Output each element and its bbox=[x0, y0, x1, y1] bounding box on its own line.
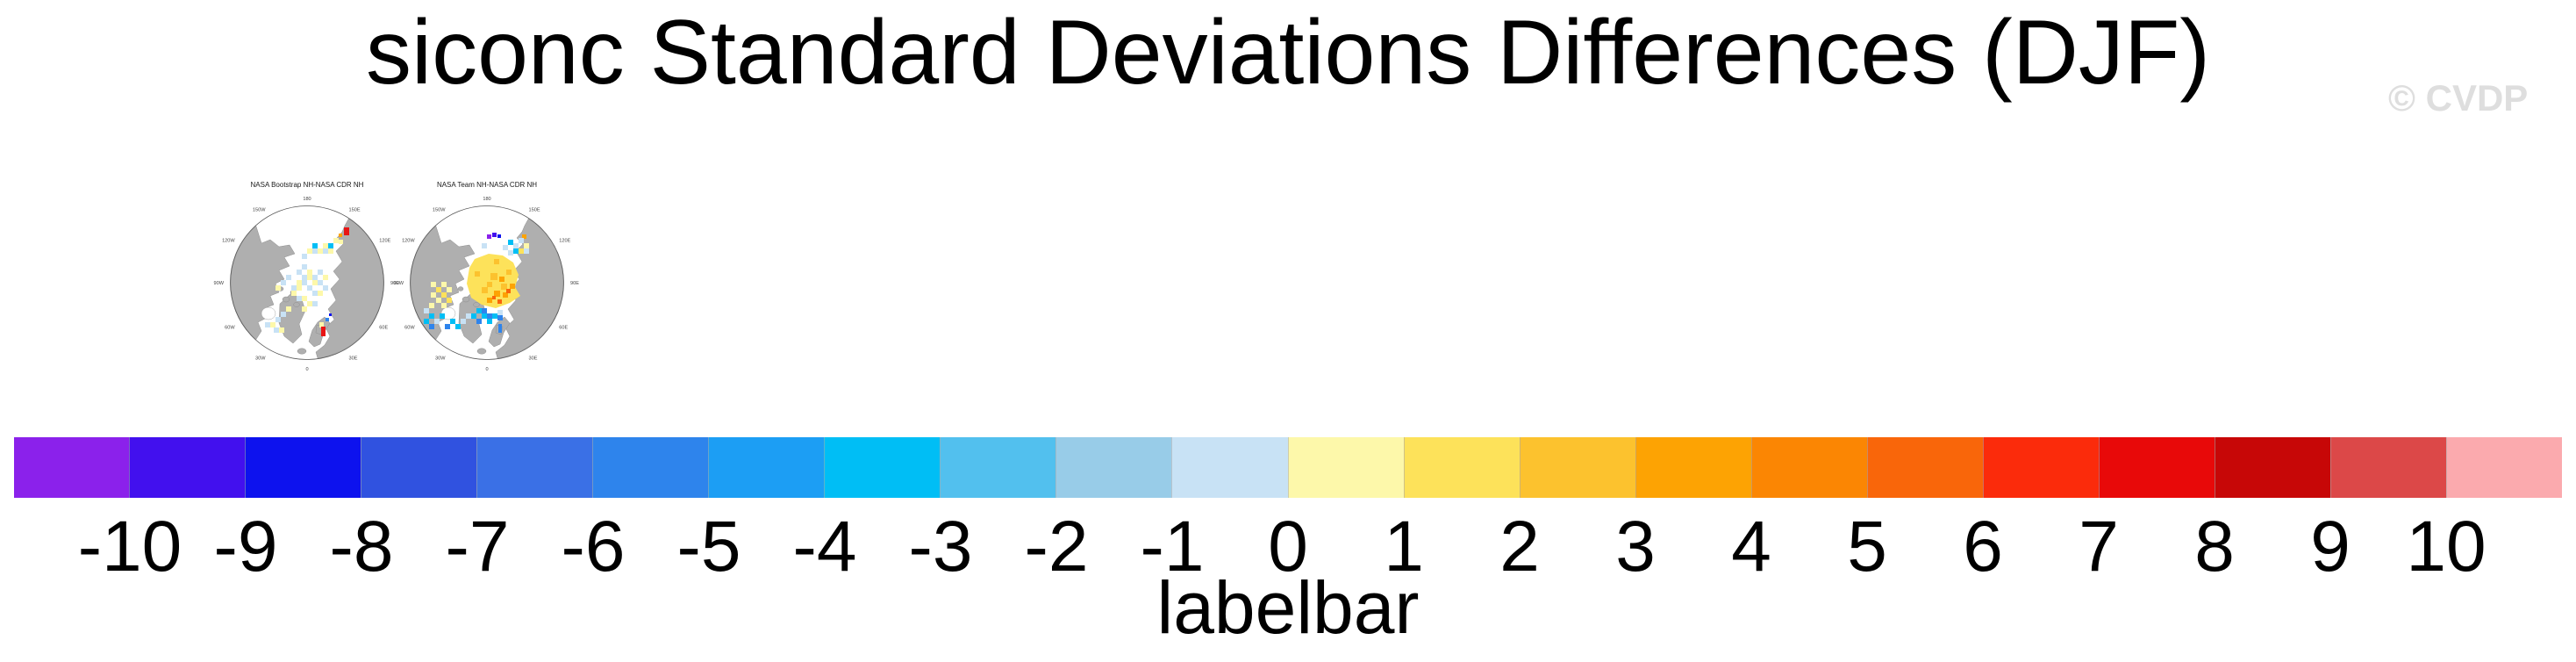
colorbar-tick-label: 0 bbox=[1268, 507, 1308, 586]
longitude-label: 0 bbox=[485, 367, 488, 372]
colorbar-cell bbox=[1982, 437, 2099, 498]
colorbar-cell bbox=[129, 437, 246, 498]
longitude-label: 0 bbox=[305, 367, 308, 372]
colorbar-cell bbox=[1750, 437, 1867, 498]
colorbar-tick-label: 7 bbox=[2079, 507, 2119, 586]
colorbar-tick-label: -6 bbox=[561, 507, 626, 586]
cvdp-watermark: © CVDP bbox=[2388, 77, 2529, 119]
colorbar-cell bbox=[476, 437, 593, 498]
colorbar-tick-label: 6 bbox=[1963, 507, 2003, 586]
difference-patches bbox=[424, 233, 529, 333]
longitude-label: 120E bbox=[379, 239, 390, 244]
colorbar-tick-label: 8 bbox=[2194, 507, 2235, 586]
longitude-label: 60E bbox=[559, 326, 568, 331]
colorbar-tick-label: 1 bbox=[1384, 507, 1424, 586]
longitude-label: 120W bbox=[402, 239, 415, 244]
colorbar-cell bbox=[1866, 437, 1983, 498]
polar-map-bootstrap: 180 150E 120E 90E 60E 30E 0 30W 60W 90W 120W 150W bbox=[213, 197, 399, 372]
colorbar-ticks: -10 -9 -8 -7 -6 -5 -4 -3 -2 -1 0 1 2 3 4 5 6 7 8 9 10 bbox=[14, 507, 2562, 586]
colorbar-cell bbox=[361, 437, 477, 498]
colorbar-cell bbox=[14, 437, 130, 498]
longitude-label: 60W bbox=[225, 326, 235, 331]
longitude-label: 30W bbox=[255, 356, 266, 361]
colorbar-cell bbox=[1055, 437, 1172, 498]
colorbar-tick-label: -9 bbox=[213, 507, 278, 586]
longitude-label: 120E bbox=[559, 239, 570, 244]
colorbar-cell bbox=[2445, 437, 2563, 498]
colorbar-tick-label: -10 bbox=[77, 507, 182, 586]
colorbar-tick-label: 4 bbox=[1731, 507, 1771, 586]
colorbar-cell bbox=[2098, 437, 2215, 498]
map-title-team: NASA Team NH-NASA CDR NH bbox=[436, 181, 538, 189]
polar-map-team: 180 150E 120E 90E 60E 30E 0 30W 60W 90W 120W 150W bbox=[393, 197, 579, 372]
longitude-labels: 180 150E 120E 90E 60E 30E 0 30W 60W 90W 120W 150W bbox=[393, 197, 579, 372]
longitude-labels: 180 150E 120E 90E 60E 30E 0 30W 60W 90W 120W 150W bbox=[213, 197, 399, 372]
difference-patches bbox=[265, 227, 349, 336]
longitude-label: 30W bbox=[435, 356, 446, 361]
longitude-label: 120W bbox=[222, 239, 235, 244]
colorbar-cell bbox=[940, 437, 1056, 498]
figure-title: siconc Standard Deviations Differences (… bbox=[365, 2, 2211, 104]
colorbar-tick-label: -4 bbox=[792, 507, 857, 586]
colorbar-tick-label: -5 bbox=[676, 507, 741, 586]
colorbar-tick-label: 10 bbox=[2406, 507, 2487, 586]
colorbar-tick-label: -7 bbox=[445, 507, 510, 586]
colorbar-cell bbox=[1171, 437, 1288, 498]
longitude-label: 30E bbox=[529, 356, 538, 361]
colorbar-cell bbox=[2329, 437, 2446, 498]
colorbar-tick-label: -2 bbox=[1024, 507, 1089, 586]
longitude-label: 60E bbox=[379, 326, 388, 331]
colorbar-cell bbox=[824, 437, 941, 498]
map-boundary-circle bbox=[410, 205, 564, 360]
longitude-label: 90W bbox=[213, 281, 224, 286]
colorbar bbox=[14, 437, 2563, 498]
colorbar-cell bbox=[1519, 437, 1635, 498]
map-title-bootstrap: NASA Bootstrap NH-NASA CDR NH bbox=[250, 181, 364, 189]
colorbar-cell bbox=[1403, 437, 1520, 498]
colorbar-cell bbox=[245, 437, 361, 498]
colorbar-tick-label: 5 bbox=[1847, 507, 1887, 586]
longitude-label: 90W bbox=[393, 281, 404, 286]
longitude-label: 180 bbox=[303, 197, 311, 202]
colorbar-cell bbox=[1635, 437, 1751, 498]
longitude-label: 150E bbox=[529, 208, 540, 213]
colorbar-tick-label: -8 bbox=[329, 507, 394, 586]
longitude-label: 90E bbox=[390, 281, 399, 286]
colorbar-tick-label: 2 bbox=[1499, 507, 1540, 586]
colorbar-tick-label: 3 bbox=[1615, 507, 1656, 586]
colorbar-tick-label: 9 bbox=[2310, 507, 2351, 586]
colorbar-cell bbox=[1287, 437, 1404, 498]
colorbar-tick-label: -3 bbox=[908, 507, 973, 586]
longitude-label: 180 bbox=[483, 197, 490, 202]
colorbar-cell bbox=[2214, 437, 2330, 498]
colorbar-cell bbox=[708, 437, 825, 498]
longitude-label: 150W bbox=[253, 208, 266, 213]
longitude-label: 30E bbox=[349, 356, 358, 361]
longitude-label: 60W bbox=[404, 326, 415, 331]
colorbar-label: labelbar bbox=[1156, 566, 1420, 649]
map-boundary-circle bbox=[230, 205, 384, 360]
longitude-label: 150W bbox=[433, 208, 446, 213]
longitude-label: 90E bbox=[570, 281, 579, 286]
longitude-label: 150E bbox=[349, 208, 361, 213]
colorbar-tick-label: -1 bbox=[1140, 507, 1205, 586]
colorbar-cell bbox=[592, 437, 709, 498]
